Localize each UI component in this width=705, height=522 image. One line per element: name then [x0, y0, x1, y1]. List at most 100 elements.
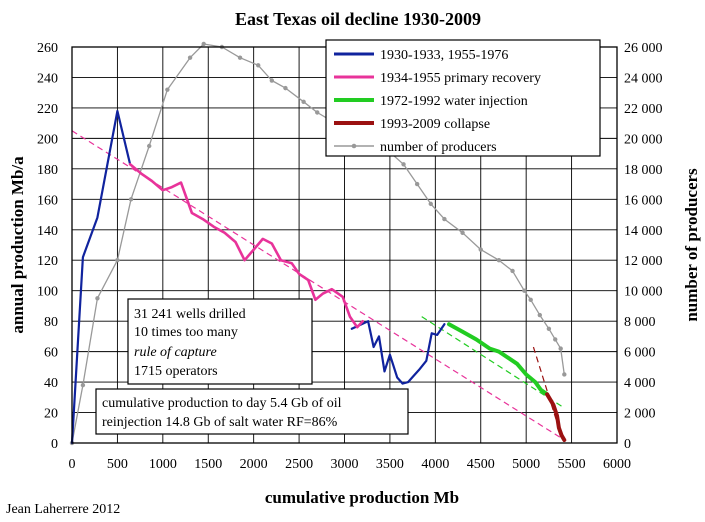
producers-point [315, 110, 320, 115]
producers-point [401, 162, 406, 167]
y-tick-label: 60 [44, 346, 58, 361]
producers-point [201, 41, 206, 47]
y2-tick-label: 8 000 [624, 315, 656, 330]
producers-point [522, 288, 527, 293]
y-tick-label: 40 [44, 376, 58, 391]
x-tick-label: 1000 [149, 457, 177, 472]
y-tick-label: 120 [37, 254, 58, 269]
producers-point [269, 78, 275, 83]
producers-point [460, 230, 465, 236]
x-tick-label: 6000 [603, 457, 631, 472]
production-line-1: cumulative production to day 5.4 Gb of o… [102, 396, 342, 411]
wells-line-1: 31 241 wells drilled [134, 307, 246, 322]
y2-tick-label: 20 000 [624, 132, 663, 147]
chart-title: East Texas oil decline 1930-2009 [235, 9, 481, 29]
y2-tick-label: 4 000 [624, 376, 656, 391]
series-line-1-0 [128, 163, 365, 329]
producers-point [478, 247, 483, 252]
y-tick-label: 180 [37, 163, 58, 178]
producers-point [128, 197, 134, 202]
y-tick-label: 160 [37, 193, 58, 208]
producers-point [562, 372, 567, 377]
x-tick-label: 4500 [467, 457, 495, 472]
y2-tick-label: 2 000 [624, 407, 656, 422]
y-tick-label: 220 [37, 102, 58, 117]
y2-tick-label: 26 000 [624, 41, 663, 56]
y2-tick-label: 22 000 [624, 102, 663, 117]
y-tick-label: 240 [37, 71, 58, 86]
y-tick-label: 260 [37, 41, 58, 56]
x-tick-label: 4000 [421, 457, 449, 472]
producers-point [95, 296, 100, 301]
x-tick-label: 3500 [376, 457, 404, 472]
credit: Jean Laherrere 2012 [6, 502, 120, 517]
producers-point [256, 63, 261, 68]
producers-point [558, 346, 563, 351]
y2-tick-label: 14 000 [624, 224, 663, 239]
producers-point [80, 382, 86, 388]
x-tick-label: 2500 [285, 457, 313, 472]
y-axis-title: annual production Mb/a [8, 156, 27, 334]
y2-tick-label: 10 000 [624, 285, 663, 300]
y-tick-labels: 0 20 40 60 80 100 120 140 160 180 200 220 240 260 [37, 41, 58, 452]
legend-label-green: 1972-1992 water injection [380, 94, 528, 109]
y-tick-label: 200 [37, 132, 58, 147]
legend: 1930-1933, 1955-1976 1934-1955 primary r… [325, 39, 601, 157]
producers-point [428, 201, 433, 207]
series-line-3-0 [545, 392, 567, 442]
y2-tick-labels: 0 2 000 4 000 6 000 8 000 10 000 12 000 14 000 1… [624, 41, 663, 452]
y2-tick-label: 18 000 [624, 163, 663, 178]
y-tick-label: 80 [44, 315, 58, 330]
producers-point [115, 258, 120, 263]
legend-label-gray: number of producers [380, 140, 497, 155]
plot-series [69, 41, 567, 446]
producers-point [237, 55, 243, 60]
legend-label-darkred: 1993-2009 collapse [380, 117, 490, 132]
x-tick-label: 3000 [331, 457, 359, 472]
legend-label-blue: 1930-1933, 1955-1976 [380, 48, 508, 63]
x-tick-label: 5500 [558, 457, 586, 472]
producers-point [510, 268, 515, 274]
y-tick-label: 100 [37, 285, 58, 300]
x-tick-label: 1500 [194, 457, 222, 472]
x-tick-label: 5000 [512, 457, 540, 472]
legend-marker-gray [351, 143, 357, 149]
producers-point [187, 55, 193, 60]
producers-point [553, 337, 558, 342]
wells-annotation: 31 241 wells drilled 10 times too many r… [127, 298, 313, 385]
wells-line-3: rule of capture [134, 345, 217, 360]
y-tick-label: 20 [44, 407, 58, 422]
producers-point [147, 143, 152, 149]
producers-point [528, 297, 533, 303]
producers-point [442, 216, 447, 222]
producers-point [546, 326, 552, 331]
producers-point [496, 258, 502, 263]
y2-tick-label: 0 [624, 437, 631, 452]
producers-point [165, 87, 170, 92]
y-tick-label: 140 [37, 224, 58, 239]
y2-tick-label: 12 000 [624, 254, 663, 269]
x-tick-label: 500 [107, 457, 128, 472]
series-line-0-1 [350, 320, 446, 385]
production-box [95, 388, 409, 435]
series-line-2-0 [447, 322, 550, 397]
wells-line-2: 10 times too many [134, 325, 238, 340]
y2-tick-label: 16 000 [624, 193, 663, 208]
wells-line-4: 1715 operators [134, 364, 218, 379]
y2-axis-title: number of producers [682, 168, 701, 322]
legend-label-pink: 1934-1955 primary recovery [380, 71, 541, 86]
production-annotation: cumulative production to day 5.4 Gb of o… [95, 388, 409, 435]
trendline-primary-trend [71, 130, 565, 441]
producers-point [414, 181, 420, 187]
y-tick-label: 0 [51, 437, 58, 452]
producers-point [301, 99, 306, 105]
x-tick-label: 2000 [240, 457, 268, 472]
wells-box [127, 298, 313, 385]
y2-tick-label: 24 000 [624, 71, 663, 86]
y2-tick-label: 6 000 [624, 346, 656, 361]
producers-point [537, 312, 542, 318]
x-tick-labels: 0 500 1000 1500 2000 2500 3000 3500 4000 4500 5000… [69, 457, 632, 472]
producers-point [283, 85, 288, 91]
x-axis-title: cumulative production Mb [265, 488, 459, 507]
series-line-0-0 [70, 109, 132, 445]
